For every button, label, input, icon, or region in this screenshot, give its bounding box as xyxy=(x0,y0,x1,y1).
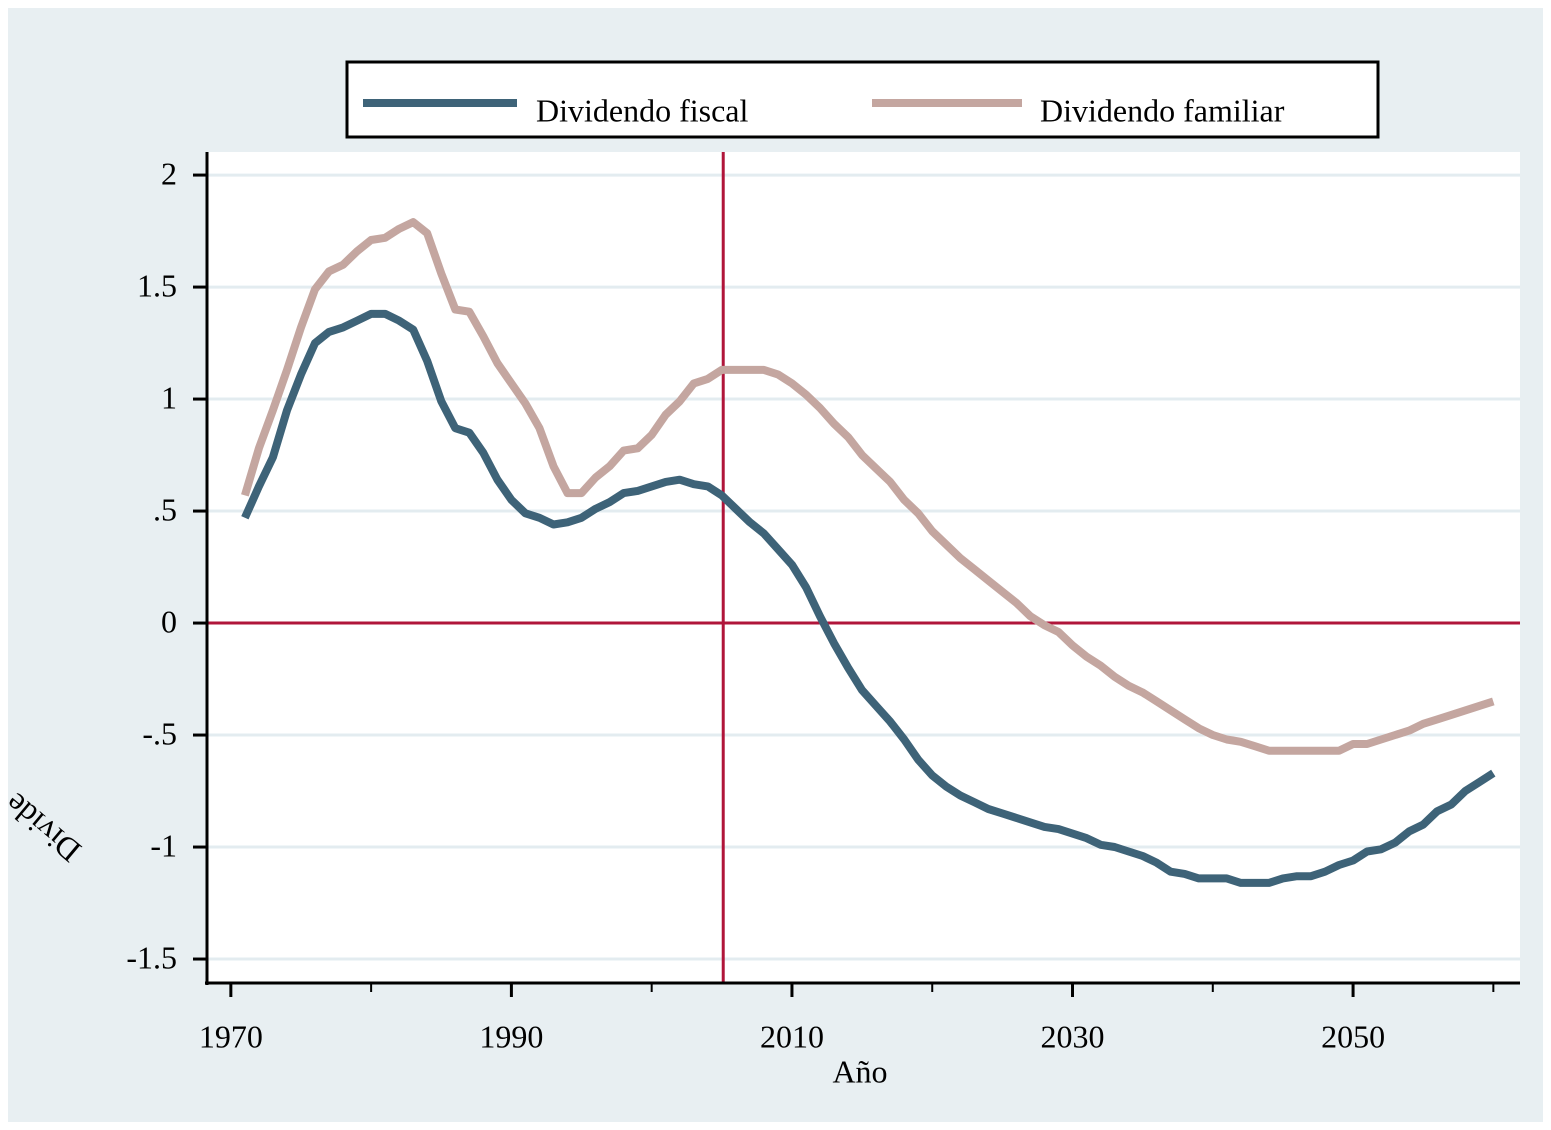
y-tick-label: 0 xyxy=(161,603,177,639)
series-line xyxy=(241,218,1495,755)
x-tick-label: 2030 xyxy=(1041,1018,1105,1054)
y-tick-label: -1.5 xyxy=(126,939,177,975)
x-tick-label: 2010 xyxy=(760,1018,824,1054)
plot-area xyxy=(207,152,1520,983)
legend-box xyxy=(345,60,1380,139)
y-tick-label: 2 xyxy=(161,155,177,191)
y-tick-label: .5 xyxy=(153,491,177,527)
legend-label: Dividendo familiar xyxy=(1040,92,1285,128)
x-axis-title: Año xyxy=(832,1053,887,1089)
x-tick-label: 1970 xyxy=(199,1018,263,1054)
legend-label: Dividendo fiscal xyxy=(536,92,749,128)
x-tick-label: 1990 xyxy=(479,1018,543,1054)
y-tick-label: -1 xyxy=(150,827,177,863)
y-tick-label: 1.5 xyxy=(137,267,177,303)
y-tick-label: -.5 xyxy=(142,715,177,751)
y-tick-label: 1 xyxy=(161,379,177,415)
x-tick-label: 2050 xyxy=(1321,1018,1385,1054)
series-line xyxy=(241,309,1496,887)
